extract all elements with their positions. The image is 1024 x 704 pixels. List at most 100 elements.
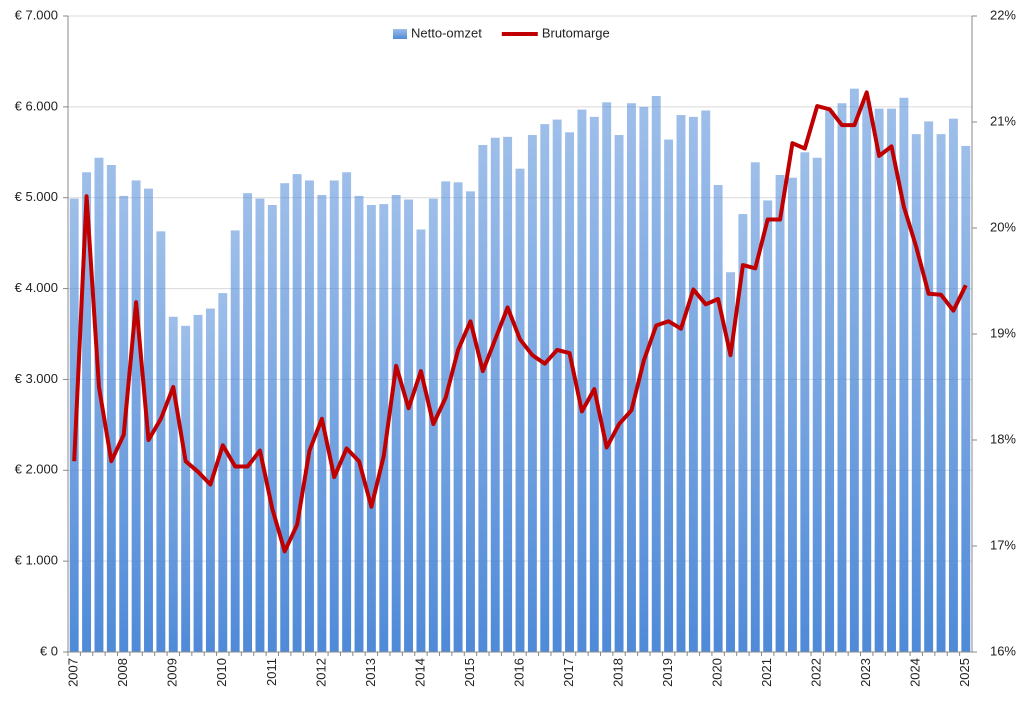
bar — [305, 180, 314, 653]
bar — [255, 198, 265, 652]
legend-label: Netto-omzet — [411, 25, 482, 40]
y2-tick-label: 20% — [990, 219, 1016, 234]
x-tick-label: 2018 — [611, 658, 626, 687]
x-tick-label: 2016 — [511, 658, 526, 687]
y2-tick-label: 19% — [990, 325, 1016, 340]
bar — [354, 195, 364, 652]
bar — [218, 293, 228, 652]
x-tick-label: 2021 — [759, 658, 774, 687]
bar — [899, 97, 909, 653]
bar — [329, 180, 339, 653]
bar — [490, 137, 500, 653]
bar — [812, 157, 822, 653]
x-tick-label: 2024 — [908, 658, 923, 687]
bar — [936, 134, 946, 653]
bar — [342, 172, 352, 652]
y-tick-label: € 6.000 — [15, 98, 58, 113]
bar — [391, 194, 401, 652]
y2-tick-label: 17% — [990, 537, 1016, 552]
x-tick-label: 2008 — [115, 658, 130, 687]
bar — [379, 204, 389, 652]
bar — [515, 168, 525, 652]
bar — [825, 110, 835, 652]
bar — [243, 193, 253, 652]
bar — [292, 174, 302, 652]
bar — [577, 109, 587, 652]
bar — [94, 157, 104, 653]
x-tick-label: 2007 — [66, 658, 81, 687]
y-tick-label: € 3.000 — [15, 371, 58, 386]
bar — [887, 108, 896, 652]
y2-tick-label: 18% — [990, 431, 1016, 446]
bar — [626, 103, 636, 653]
bar — [738, 214, 748, 652]
bar — [106, 165, 116, 652]
bar — [688, 116, 698, 652]
bar — [466, 191, 475, 652]
axes: € 0 € 1.000 € 2.000 € 3.000 € 4.000 € 5.000 € … — [15, 7, 1017, 686]
bar — [589, 116, 599, 652]
x-tick-label: 2023 — [858, 658, 873, 687]
x-tick-label: 2010 — [214, 658, 229, 687]
bar — [862, 101, 872, 653]
bar — [849, 88, 859, 652]
y-tick-label: € 2.000 — [15, 462, 58, 477]
bar — [614, 135, 624, 653]
bar — [726, 272, 735, 652]
x-tick-label: 2020 — [710, 658, 725, 687]
bar — [552, 119, 562, 652]
bar — [961, 145, 971, 652]
x-tick-label: 2015 — [462, 658, 477, 687]
bar — [404, 199, 414, 652]
lines — [72, 90, 968, 554]
bar — [651, 95, 661, 652]
x-tick-label: 2022 — [809, 658, 824, 687]
legend-swatch — [393, 29, 407, 39]
bar — [181, 325, 191, 652]
bar — [787, 177, 797, 652]
bar — [131, 180, 141, 653]
bar — [82, 172, 92, 652]
bar — [676, 115, 686, 652]
bar — [366, 204, 376, 653]
x-tick-label: 2017 — [561, 658, 576, 687]
bar — [193, 314, 203, 652]
x-tick-label: 2025 — [957, 658, 972, 687]
bar — [874, 108, 884, 652]
x-tick-label: 2019 — [660, 658, 675, 687]
bar — [701, 110, 711, 652]
bars — [69, 88, 971, 653]
x-tick-label: 2009 — [165, 658, 180, 687]
bar — [911, 134, 921, 653]
line — [72, 90, 968, 554]
bar — [267, 204, 277, 653]
bar — [416, 229, 426, 652]
y-tick-label: € 7.000 — [15, 7, 58, 22]
bar — [441, 181, 451, 653]
bar — [750, 162, 760, 652]
bar — [639, 106, 649, 653]
x-tick-label: 2012 — [313, 658, 328, 687]
legend: Netto-omzet Brutomarge — [393, 25, 610, 40]
bar — [168, 316, 178, 652]
y2-tick-label: 16% — [990, 643, 1016, 658]
bar — [565, 132, 574, 653]
bar — [453, 182, 463, 653]
bar — [948, 118, 958, 652]
bar — [837, 103, 847, 653]
bar — [664, 139, 674, 652]
y2-tick-label: 22% — [990, 7, 1016, 22]
bar — [775, 175, 785, 652]
bar — [230, 230, 240, 652]
x-tick-label: 2014 — [412, 658, 427, 687]
bar — [540, 124, 550, 653]
y-tick-label: € 0 — [40, 643, 58, 658]
y-tick-label: € 1.000 — [15, 553, 58, 568]
y-tick-label: € 4.000 — [15, 280, 58, 295]
bar — [503, 136, 513, 653]
y2-tick-label: 21% — [990, 113, 1016, 128]
bar — [713, 184, 723, 652]
bar — [478, 145, 488, 652]
bar — [280, 183, 290, 653]
